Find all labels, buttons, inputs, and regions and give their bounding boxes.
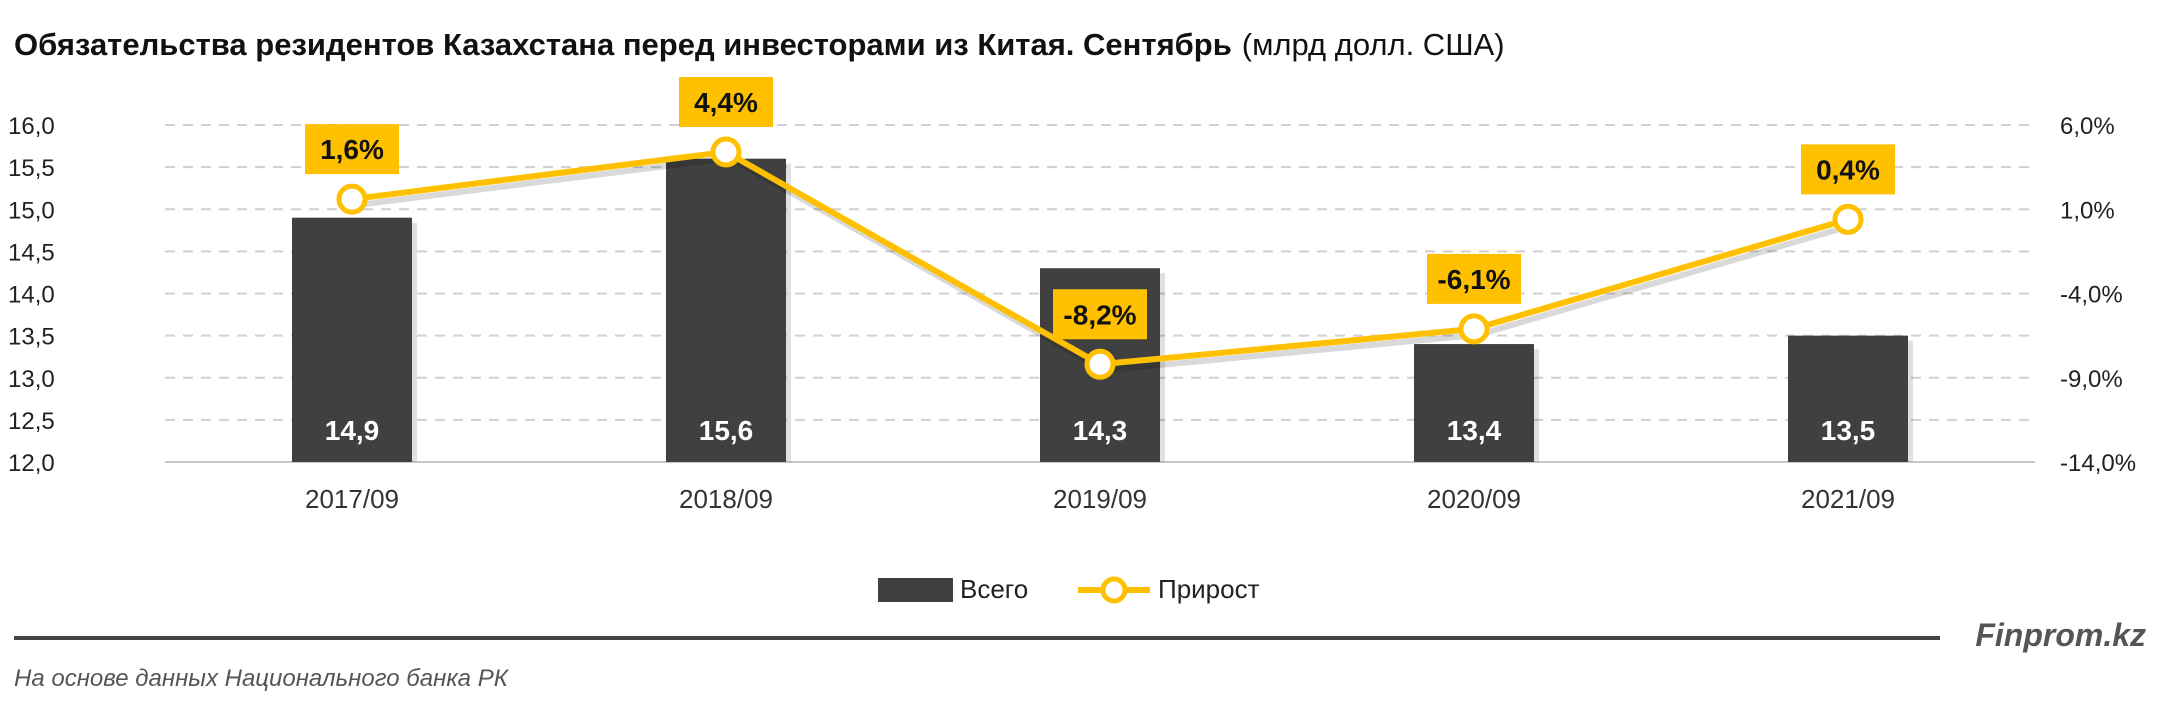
line-marker xyxy=(1832,203,1864,235)
x-tick-label: 2017/09 xyxy=(305,484,399,514)
brand-logo: Finprom.kz xyxy=(1975,617,2146,653)
right-tick-label: -14,0% xyxy=(2060,450,2136,477)
legend: Всего Прирост xyxy=(878,574,1260,604)
x-tick-label: 2018/09 xyxy=(679,484,773,514)
left-tick-label: 14,5 xyxy=(8,239,55,266)
right-tick-label: 6,0% xyxy=(2060,113,2115,140)
chart-title: Обязательства резидентов Казахстана пере… xyxy=(14,27,1505,62)
bar xyxy=(1788,335,1908,462)
line-data-label: 4,4% xyxy=(694,87,758,118)
line-marker xyxy=(336,183,368,215)
left-tick-label: 15,0 xyxy=(8,197,55,224)
left-tick-label: 12,0 xyxy=(8,450,55,477)
bar-data-label: 13,5 xyxy=(1821,415,1876,446)
x-tick-label: 2019/09 xyxy=(1053,484,1147,514)
left-tick-label: 15,5 xyxy=(8,155,55,182)
x-tick-label: 2020/09 xyxy=(1427,484,1521,514)
line-label-box xyxy=(1801,144,1895,195)
line-series: 1,6% 4,4% -8,2% -6,1% 0,4% xyxy=(305,76,1895,380)
line-data-label: -8,2% xyxy=(1063,299,1136,330)
bar-data-label: 15,6 xyxy=(699,415,754,446)
left-tick-label: 14,0 xyxy=(8,282,55,309)
left-tick-label: 13,5 xyxy=(8,324,55,351)
line-label-box xyxy=(305,124,399,175)
right-tick-label: -9,0% xyxy=(2060,366,2123,393)
line-data-label: 1,6% xyxy=(320,134,384,165)
bar xyxy=(666,158,786,462)
legend-label-bar: Всего xyxy=(960,574,1028,604)
left-tick-label: 16,0 xyxy=(8,113,55,140)
right-tick-label: 1,0% xyxy=(2060,197,2115,224)
legend-swatch-bar xyxy=(878,578,953,602)
line-data-label: 0,4% xyxy=(1816,154,1880,185)
right-tick-label: -4,0% xyxy=(2060,282,2123,309)
source-note: На основе данных Национального банка РК xyxy=(14,665,510,692)
bar-data-label: 14,9 xyxy=(325,415,380,446)
line-label-box xyxy=(1427,253,1521,304)
right-axis: -14,0% -9,0% -4,0% 1,0% 6,0% xyxy=(2060,113,2136,477)
x-tick-label: 2021/09 xyxy=(1801,484,1895,514)
line-label-box xyxy=(679,76,773,127)
line-marker xyxy=(1084,348,1116,380)
legend-marker xyxy=(1100,576,1128,604)
line-label-box xyxy=(1053,289,1147,340)
left-axis: 12,0 12,5 13,0 13,5 14,0 14,5 15,0 15,5 16,0 xyxy=(8,113,55,477)
line-data-label: -6,1% xyxy=(1437,264,1510,295)
left-tick-label: 13,0 xyxy=(8,366,55,393)
bar-data-label: 14,3 xyxy=(1073,415,1128,446)
bar xyxy=(292,217,412,462)
line-marker xyxy=(710,136,742,168)
bar xyxy=(1414,344,1534,462)
x-axis: 2017/09 2018/09 2019/09 2020/09 2021/09 xyxy=(305,484,1895,514)
line-marker xyxy=(1458,313,1490,345)
legend-label-line: Прирост xyxy=(1158,574,1260,604)
left-tick-label: 12,5 xyxy=(8,408,55,435)
bar-data-label: 13,4 xyxy=(1447,415,1502,446)
